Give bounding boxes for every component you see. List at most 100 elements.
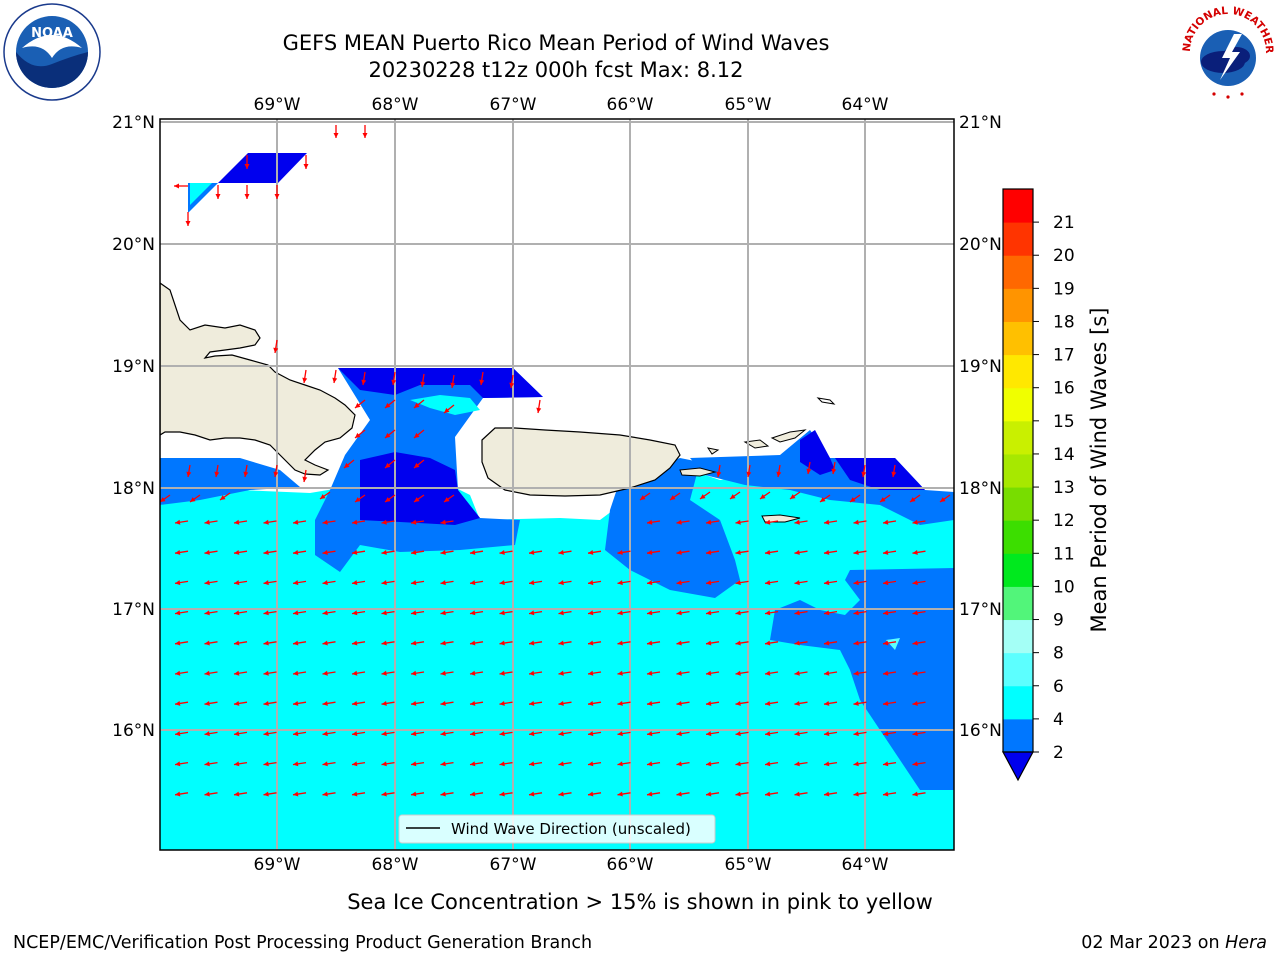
wave-band-4-6	[190, 183, 212, 205]
wind-wave-arrow	[440, 610, 454, 616]
colorbar-segment	[1003, 520, 1033, 554]
wind-wave-arrow	[646, 580, 661, 586]
wind-wave-arrow	[263, 640, 277, 646]
wave-band-6-8	[410, 395, 480, 415]
wind-wave-arrow	[413, 494, 425, 503]
lat-tick-label: 16°N	[959, 721, 1002, 741]
wind-wave-arrow	[823, 519, 838, 525]
wave-band-2-4	[770, 568, 954, 790]
wind-wave-arrow	[351, 670, 366, 676]
wind-wave-arrow	[912, 700, 926, 706]
wind-wave-arrow	[646, 761, 661, 767]
wind-wave-arrow	[861, 464, 867, 478]
vieques-island	[679, 467, 717, 477]
wind-wave-arrow	[705, 700, 720, 706]
wind-wave-arrow	[413, 429, 425, 439]
wind-wave-arrow	[558, 670, 572, 676]
wind-wave-arrow	[322, 610, 336, 616]
wind-wave-arrow	[735, 731, 749, 737]
wind-wave-arrow	[204, 580, 218, 586]
wind-wave-arrow	[322, 519, 336, 525]
colorbar-title: Mean Period of Wind Waves [s]	[1087, 308, 1111, 633]
wind-wave-arrow	[528, 549, 543, 555]
lat-tick-label: 19°N	[112, 357, 155, 377]
wind-wave-arrow	[853, 700, 867, 706]
colorbar-tick-label: 13	[1053, 478, 1075, 498]
wind-wave-arrow	[443, 494, 455, 503]
wind-wave-arrow	[343, 459, 355, 469]
wind-wave-arrow	[735, 549, 749, 555]
wind-wave-arrow	[351, 640, 366, 646]
map-legend: Wind Wave Direction (unscaled)	[398, 814, 716, 844]
wind-wave-arrow	[639, 492, 651, 501]
lat-tick-label: 18°N	[959, 479, 1002, 499]
wind-wave-arrow	[174, 640, 189, 646]
anegada-island	[816, 397, 836, 405]
wave-band-below-2	[338, 368, 543, 398]
wind-wave-arrow	[499, 549, 513, 555]
wind-wave-arrow	[794, 670, 808, 676]
sea-ice-caption: Sea Ice Concentration > 15% is shown in …	[347, 890, 933, 914]
wind-wave-arrow	[764, 580, 779, 586]
lat-tick-label: 17°N	[959, 600, 1002, 620]
wind-wave-arrow	[204, 519, 218, 525]
wind-wave-arrow	[469, 610, 484, 616]
wind-wave-arrow	[794, 700, 808, 706]
wind-wave-arrow	[362, 125, 368, 138]
wind-wave-arrow	[806, 461, 812, 475]
wind-wave-arrow	[558, 610, 572, 616]
wind-wave-arrow	[587, 761, 602, 767]
wind-wave-arrow	[912, 670, 926, 676]
wind-wave-arrow	[882, 670, 897, 676]
wind-wave-arrow	[384, 429, 396, 439]
lat-tick-label: 21°N	[959, 113, 1002, 133]
wind-wave-arrow	[587, 731, 602, 737]
wind-wave-arrow	[882, 761, 897, 767]
wind-wave-arrow	[676, 791, 690, 797]
wind-wave-arrow	[499, 580, 513, 586]
wind-wave-arrow	[469, 670, 484, 676]
wind-wave-arrow	[233, 700, 248, 706]
wind-wave-arrow	[292, 640, 307, 646]
wind-wave-arrow	[536, 399, 542, 414]
colorbar-segment	[1003, 387, 1033, 422]
wind-wave-arrow	[292, 761, 307, 767]
wind-wave-arrow	[233, 610, 248, 616]
colorbar-tick-label: 9	[1053, 611, 1064, 631]
wind-wave-arrow	[381, 700, 395, 706]
wind-wave-arrow	[410, 610, 425, 616]
wind-wave-arrow	[410, 640, 425, 646]
colorbar-tick-label: 16	[1053, 379, 1075, 399]
wind-wave-arrow	[233, 791, 248, 797]
wind-wave-arrow	[499, 791, 513, 797]
colorbar-tick-label: 6	[1053, 677, 1064, 697]
wave-band-below-2	[218, 153, 307, 183]
wind-wave-arrow	[823, 580, 838, 586]
wind-wave-arrow	[263, 761, 277, 767]
wind-wave-arrow	[759, 491, 771, 500]
wind-wave-arrow	[912, 519, 926, 525]
wind-wave-arrow	[322, 640, 336, 646]
wind-wave-arrow	[204, 640, 218, 646]
wind-wave-arrow	[587, 580, 602, 586]
wind-wave-arrow	[646, 549, 661, 555]
wind-wave-arrow	[292, 519, 307, 525]
wind-wave-arrow	[233, 761, 248, 767]
colorbar-segment	[1003, 685, 1033, 720]
wind-wave-arrow	[617, 731, 631, 737]
wind-wave-arrow	[705, 549, 720, 555]
wind-wave-arrow	[322, 761, 336, 767]
wind-wave-arrow	[509, 374, 515, 389]
wind-wave-arrow	[204, 670, 218, 676]
wind-wave-arrow	[499, 731, 513, 737]
wind-wave-arrow	[174, 791, 189, 797]
colorbar-segment	[1003, 652, 1033, 687]
colorbar-tick-label: 17	[1053, 346, 1075, 366]
noaa-logo-text: NOAA	[31, 26, 73, 41]
wind-wave-arrow	[705, 670, 720, 676]
wind-wave-arrow	[528, 610, 543, 616]
wind-wave-arrow	[823, 731, 838, 737]
wind-wave-arrow	[705, 731, 720, 737]
wind-wave-arrow	[440, 700, 454, 706]
wind-wave-arrow	[469, 700, 484, 706]
